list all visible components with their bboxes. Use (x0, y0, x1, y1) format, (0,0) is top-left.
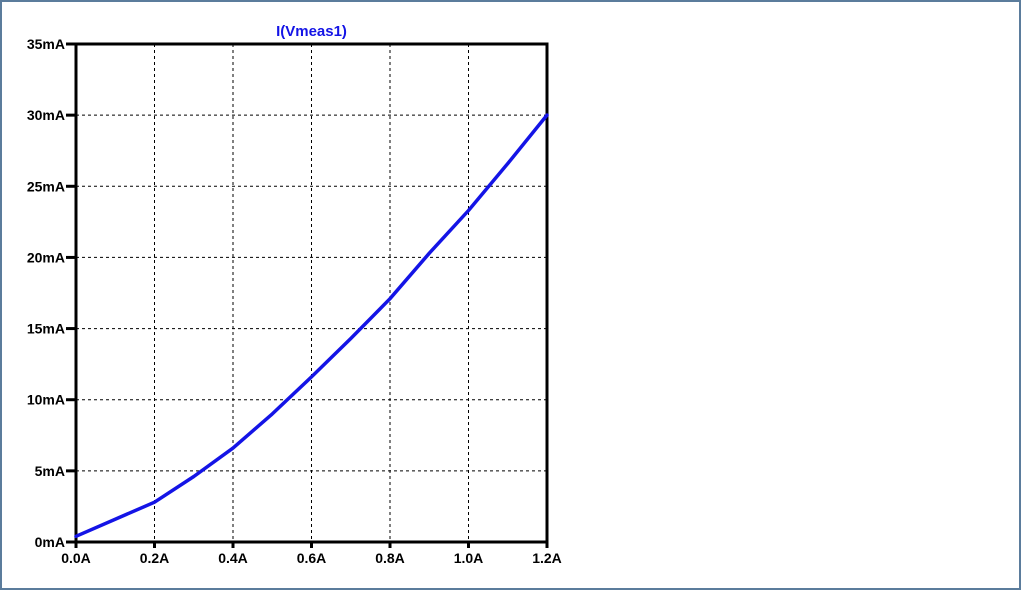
y-tick-label: 30mA (27, 107, 65, 123)
series-line (74, 113, 549, 539)
y-tick-label: 20mA (27, 249, 65, 265)
series-layer (74, 113, 549, 539)
x-tick-label: 0.2A (140, 550, 170, 566)
y-tick-label: 35mA (27, 36, 65, 52)
y-tick-label: 15mA (27, 321, 65, 337)
x-tick-label: 0.6A (297, 550, 327, 566)
x-tick-label: 1.2A (532, 550, 562, 566)
x-tick-label: 0.8A (375, 550, 405, 566)
x-tick-label: 0.0A (61, 550, 91, 566)
y-tick-label: 5mA (35, 463, 65, 479)
y-tick-label: 10mA (27, 392, 65, 408)
axis-ticks (66, 42, 549, 548)
y-tick-label: 25mA (27, 178, 65, 194)
tick-labels: 0.0A 0.2A 0.4A 0.6A 0.8A 1.0A 1.2A 0mA 5mA 10mA 15… (27, 36, 562, 566)
y-tick-label: 0mA (35, 534, 65, 550)
chart-title: I(Vmeas1) (276, 23, 347, 40)
x-tick-label: 0.4A (218, 550, 248, 566)
grid-lines (76, 44, 547, 542)
x-tick-label: 1.0A (454, 550, 484, 566)
